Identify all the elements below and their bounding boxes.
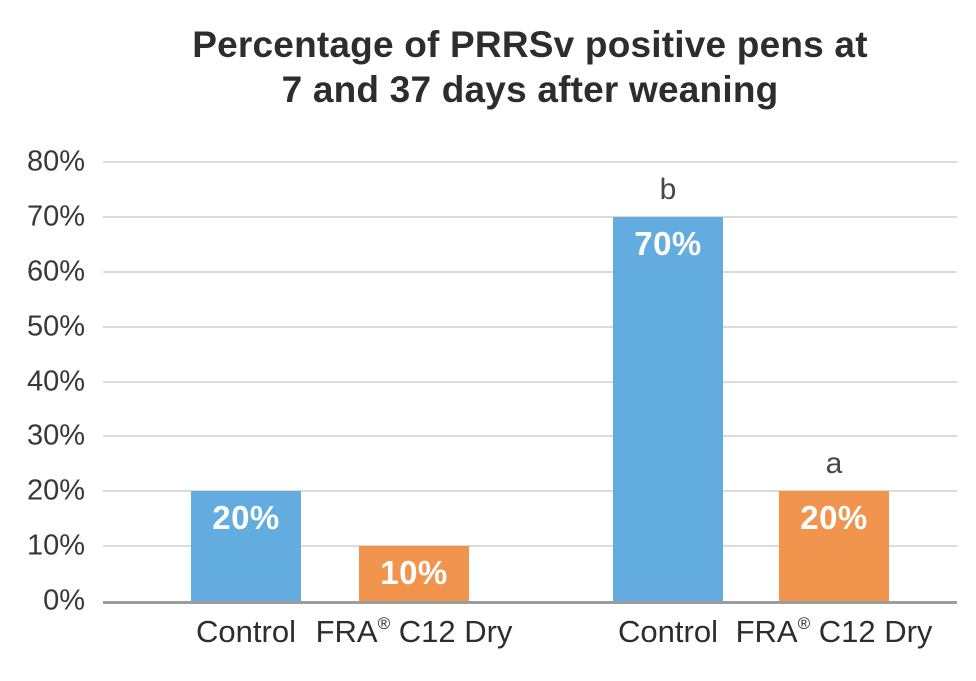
y-axis: 0% 10% 20% 30% 40% 50% 60% 70% 80%: [0, 146, 95, 617]
gridline: [103, 545, 957, 548]
gridline: [103, 270, 957, 273]
y-tick-label: 60%: [26, 255, 85, 288]
y-tick-label: 80%: [26, 145, 85, 178]
bar-value-label: 10%: [380, 554, 448, 592]
y-tick-label: 10%: [26, 529, 85, 562]
bar-value-label: 70%: [634, 224, 702, 262]
x-axis: Control FRA® C12 Dry Control FRA® C12 Dry: [103, 614, 957, 664]
bar: 70%: [613, 216, 723, 601]
chart-title-line1: Percentage of PRRSv positive pens at: [192, 24, 868, 65]
gridline: [103, 325, 957, 328]
chart-title-line2: 7 and 37 days after weaning: [281, 69, 779, 110]
chart-title: Percentage of PRRSv positive pens at 7 a…: [103, 22, 957, 112]
x-tick-label: FRA® C12 Dry: [315, 613, 513, 649]
y-tick-label: 70%: [26, 200, 85, 233]
bar: 20%: [779, 491, 889, 601]
bar-annotation: a: [825, 447, 843, 481]
y-tick-label: 0%: [43, 584, 85, 617]
x-tick-label: Control: [196, 614, 296, 649]
plot-area: 20% 10% 70% b 20% a: [103, 161, 957, 604]
x-tick-label: FRA® C12 Dry: [735, 613, 933, 649]
gridline: [103, 215, 957, 218]
gridline: [103, 435, 957, 438]
bar-annotation: b: [659, 172, 677, 206]
gridline: [103, 380, 957, 383]
y-tick-label: 40%: [26, 365, 85, 397]
y-tick-label: 20%: [26, 474, 85, 507]
x-tick-label: Control: [618, 614, 718, 649]
y-tick-label: 30%: [26, 419, 85, 452]
bar-value-label: 20%: [212, 499, 280, 537]
bar: 10%: [359, 546, 469, 601]
bar-value-label: 20%: [800, 499, 868, 537]
gridline: [103, 161, 957, 163]
bar: 20%: [191, 491, 301, 601]
gridline: [103, 490, 957, 493]
y-tick-label: 50%: [26, 310, 85, 343]
